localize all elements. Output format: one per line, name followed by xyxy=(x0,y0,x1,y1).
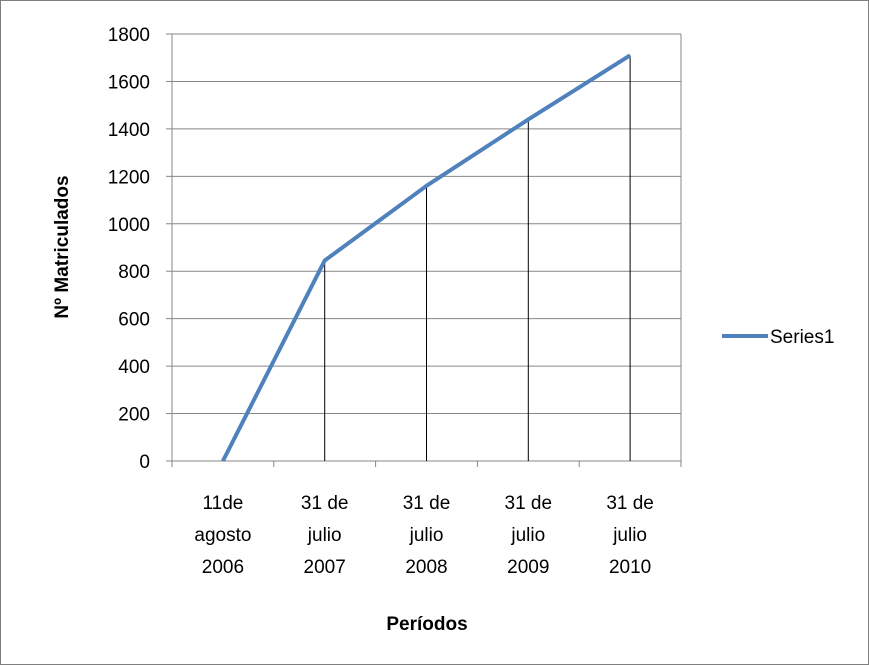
x-tick-label: 11de agosto 2006 xyxy=(194,493,251,578)
y-tick-label: 1800 xyxy=(108,25,150,46)
x-tick-label: 31 de julio 2007 xyxy=(301,493,349,578)
x-tick-labels: 11de agosto 2006 31 de julio 2007 31 de julio 20… xyxy=(194,493,653,578)
legend-label: Series1 xyxy=(770,327,834,348)
data-point xyxy=(324,260,326,262)
x-axis-title: Períodos xyxy=(386,614,467,635)
data-point xyxy=(222,460,224,462)
x-tick-label-line: agosto xyxy=(194,525,251,546)
legend: Series1 xyxy=(722,327,834,348)
y-tick-label: 0 xyxy=(139,452,150,473)
data-point xyxy=(426,185,428,187)
y-tick-label: 1000 xyxy=(108,215,150,236)
x-tick-label-line: 2009 xyxy=(507,557,549,578)
x-tick-label-line: julio xyxy=(307,525,342,546)
data-point xyxy=(629,54,631,56)
x-tick-label: 31 de julio 2008 xyxy=(403,493,451,578)
drop-lines xyxy=(325,55,630,461)
y-tick-label: 800 xyxy=(118,262,150,283)
y-tick-label: 600 xyxy=(118,310,150,331)
x-tick-label-line: 31 de xyxy=(301,493,349,514)
x-tick-label-line: 2008 xyxy=(405,557,447,578)
x-tick-label-line: 31 de xyxy=(505,493,553,514)
data-point xyxy=(527,118,529,120)
x-tick-label-line: julio xyxy=(612,525,647,546)
y-tick-label: 1600 xyxy=(108,72,150,93)
x-tick-label-line: julio xyxy=(409,525,444,546)
x-tick-label-line: 2007 xyxy=(304,557,346,578)
x-tick-label: 31 de julio 2010 xyxy=(606,493,654,578)
y-tick-label: 1400 xyxy=(108,120,150,141)
x-tick-label: 31 de julio 2009 xyxy=(505,493,553,578)
y-tick-labels: 0 200 400 600 800 1000 1200 1400 1600 1800 xyxy=(108,25,150,473)
x-tick-label-line: 11de xyxy=(202,493,243,514)
x-tick-label-line: 31 de xyxy=(606,493,654,514)
y-tick-label: 400 xyxy=(118,357,150,378)
y-tick-label: 200 xyxy=(118,405,150,426)
gridlines xyxy=(166,34,681,467)
y-tick-label: 1200 xyxy=(108,167,150,188)
x-tick-label-line: 31 de xyxy=(403,493,451,514)
x-tick-label-line: 2010 xyxy=(609,557,651,578)
x-tick-label-line: julio xyxy=(510,525,545,546)
x-tick-label-line: 2006 xyxy=(202,557,244,578)
y-axis-title: Nº Matriculados xyxy=(52,175,73,318)
